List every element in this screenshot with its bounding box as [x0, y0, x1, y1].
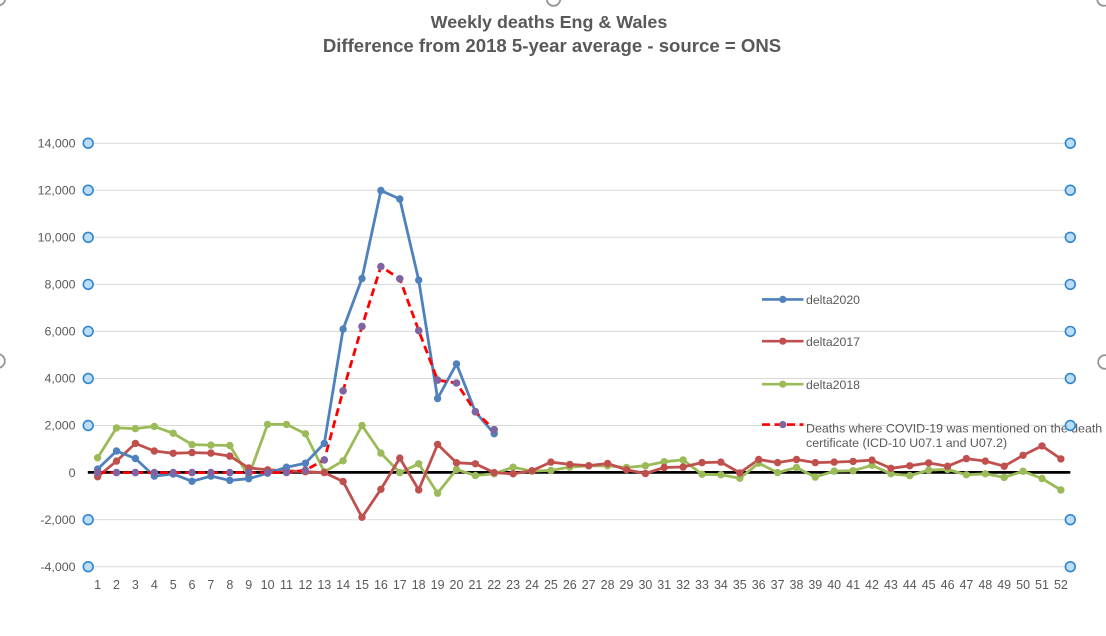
svg-text:30: 30: [638, 578, 652, 592]
svg-text:25: 25: [544, 578, 558, 592]
svg-text:2: 2: [113, 578, 120, 592]
svg-text:52: 52: [1054, 578, 1068, 592]
svg-text:18: 18: [412, 578, 426, 592]
svg-text:6,000: 6,000: [44, 325, 75, 339]
svg-text:10,000: 10,000: [38, 231, 76, 245]
svg-text:12,000: 12,000: [38, 183, 76, 197]
svg-text:19: 19: [431, 578, 445, 592]
svg-text:50: 50: [1016, 578, 1030, 592]
svg-text:6: 6: [189, 578, 196, 592]
svg-text:12: 12: [298, 578, 312, 592]
svg-text:29: 29: [620, 578, 634, 592]
svg-text:41: 41: [846, 578, 860, 592]
svg-text:40: 40: [827, 578, 841, 592]
svg-text:3: 3: [132, 578, 139, 592]
svg-text:-4,000: -4,000: [40, 560, 75, 574]
svg-text:7: 7: [207, 578, 214, 592]
svg-text:31: 31: [657, 578, 671, 592]
svg-text:36: 36: [752, 578, 766, 592]
svg-text:33: 33: [695, 578, 709, 592]
svg-text:44: 44: [903, 578, 917, 592]
svg-text:45: 45: [922, 578, 936, 592]
svg-text:11: 11: [280, 578, 293, 592]
svg-text:delta2017: delta2017: [806, 335, 860, 349]
svg-text:8: 8: [226, 578, 233, 592]
svg-text:27: 27: [582, 578, 596, 592]
svg-text:4: 4: [151, 578, 158, 592]
svg-text:17: 17: [393, 578, 407, 592]
svg-text:delta2018: delta2018: [806, 378, 860, 392]
svg-text:38: 38: [790, 578, 804, 592]
svg-text:Weekly deaths Eng & Wales: Weekly deaths Eng & Wales: [431, 12, 668, 32]
svg-text:9: 9: [245, 578, 252, 592]
svg-text:43: 43: [884, 578, 898, 592]
svg-text:8,000: 8,000: [44, 278, 75, 292]
svg-text:-2,000: -2,000: [40, 513, 75, 527]
svg-text:24: 24: [525, 578, 539, 592]
svg-text:4,000: 4,000: [44, 372, 75, 386]
svg-text:46: 46: [941, 578, 955, 592]
svg-text:37: 37: [771, 578, 785, 592]
svg-text:16: 16: [374, 578, 388, 592]
svg-text:47: 47: [959, 578, 973, 592]
svg-text:23: 23: [506, 578, 520, 592]
svg-text:13: 13: [317, 578, 331, 592]
svg-text:20: 20: [450, 578, 464, 592]
svg-text:0: 0: [69, 466, 76, 480]
svg-text:51: 51: [1035, 578, 1049, 592]
svg-text:22: 22: [487, 578, 501, 592]
svg-text:49: 49: [997, 578, 1011, 592]
svg-text:34: 34: [714, 578, 728, 592]
svg-text:10: 10: [261, 578, 275, 592]
svg-text:5: 5: [170, 578, 177, 592]
svg-text:21: 21: [468, 578, 482, 592]
svg-text:Difference from 2018 5-year av: Difference from 2018 5-year average - so…: [323, 35, 781, 56]
svg-text:48: 48: [978, 578, 992, 592]
svg-text:42: 42: [865, 578, 879, 592]
svg-text:delta2020: delta2020: [806, 293, 860, 307]
svg-text:14: 14: [336, 578, 350, 592]
svg-text:1: 1: [94, 578, 101, 592]
svg-text:26: 26: [563, 578, 577, 592]
svg-text:32: 32: [676, 578, 690, 592]
svg-text:14,000: 14,000: [38, 136, 76, 150]
svg-text:Deaths where COVID-19 was ment: Deaths where COVID-19 was mentioned on t…: [806, 422, 1102, 436]
svg-text:28: 28: [601, 578, 615, 592]
svg-text:35: 35: [733, 578, 747, 592]
svg-text:certificate (ICD-10 U07.1 and: certificate (ICD-10 U07.1 and U07.2): [806, 436, 1007, 450]
svg-text:15: 15: [355, 578, 369, 592]
svg-text:39: 39: [808, 578, 822, 592]
svg-text:2,000: 2,000: [44, 419, 75, 433]
